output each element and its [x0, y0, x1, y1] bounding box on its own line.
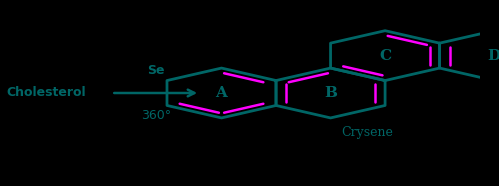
Text: C: C [379, 49, 391, 63]
Text: B: B [324, 86, 337, 100]
Text: D: D [488, 49, 499, 63]
Text: Se: Se [147, 64, 165, 77]
Text: Cholesterol: Cholesterol [6, 86, 86, 100]
Text: Crysene: Crysene [341, 126, 393, 139]
Text: 360°: 360° [141, 109, 171, 122]
Text: A: A [216, 86, 228, 100]
